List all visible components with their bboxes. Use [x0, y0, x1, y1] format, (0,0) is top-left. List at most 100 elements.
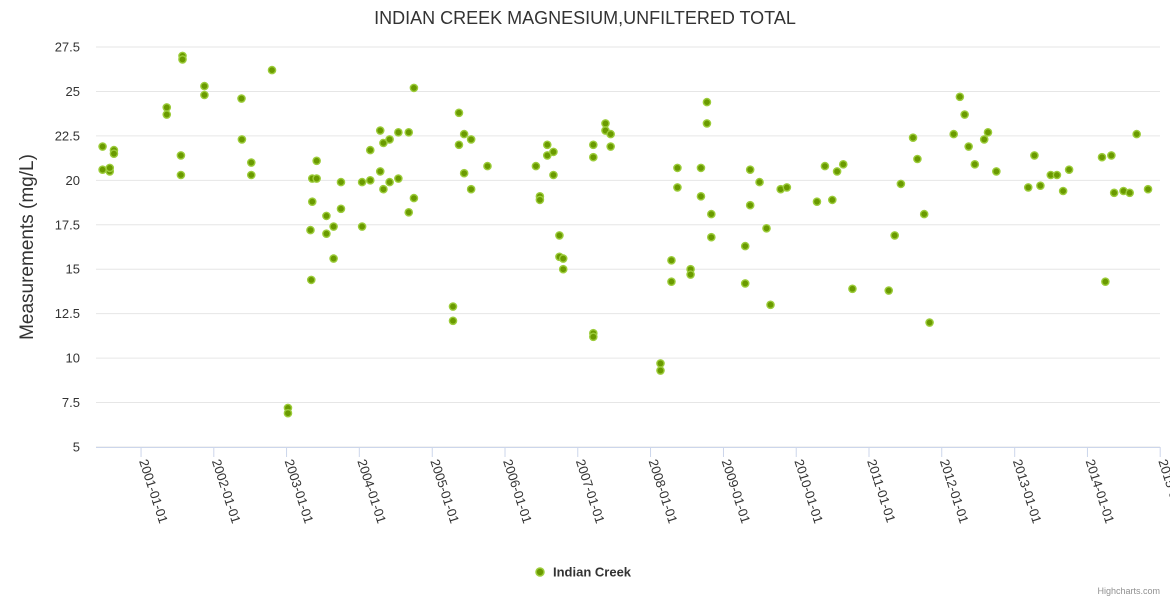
legend[interactable]: Indian Creek [535, 565, 632, 580]
data-point[interactable] [558, 254, 568, 263]
data-point[interactable] [696, 192, 706, 201]
data-point[interactable] [448, 302, 458, 311]
data-point[interactable] [105, 163, 115, 173]
data-point[interactable] [848, 284, 857, 294]
data-point[interactable] [549, 170, 558, 180]
data-point[interactable] [558, 264, 568, 274]
data-point[interactable] [357, 222, 367, 231]
data-point[interactable] [329, 254, 338, 263]
data-point[interactable] [466, 184, 476, 194]
data-point[interactable] [884, 286, 894, 295]
data-point[interactable] [979, 135, 989, 144]
data-point[interactable] [454, 108, 464, 118]
data-point[interactable] [1023, 183, 1033, 192]
data-point[interactable] [812, 197, 822, 206]
data-point[interactable] [702, 119, 712, 128]
data-point[interactable] [394, 128, 403, 137]
data-point[interactable] [1143, 184, 1153, 194]
data-point[interactable] [1052, 170, 1062, 180]
data-point[interactable] [307, 197, 317, 206]
data-point[interactable] [762, 224, 771, 233]
data-point[interactable] [1109, 188, 1119, 198]
data-point[interactable] [745, 200, 755, 210]
data-point[interactable] [237, 94, 246, 103]
data-point[interactable] [913, 154, 922, 164]
data-point[interactable] [531, 161, 541, 171]
data-point[interactable] [312, 174, 321, 183]
credits-link[interactable]: Highcharts.com [1097, 586, 1160, 596]
data-point[interactable] [404, 128, 414, 137]
data-point[interactable] [98, 142, 107, 151]
data-point[interactable] [896, 179, 906, 189]
data-point[interactable] [409, 193, 419, 203]
data-point[interactable] [385, 135, 394, 144]
data-point[interactable] [283, 408, 293, 418]
data-point[interactable] [246, 158, 256, 167]
data-point[interactable] [246, 170, 256, 180]
data-point[interactable] [589, 332, 598, 342]
data-point[interactable] [178, 55, 187, 64]
data-point[interactable] [820, 161, 830, 171]
data-point[interactable] [162, 103, 172, 112]
data-point[interactable] [740, 241, 750, 251]
data-point[interactable] [656, 359, 665, 368]
series-indian-creek[interactable] [98, 51, 1153, 418]
data-point[interactable] [667, 277, 676, 286]
data-point[interactable] [606, 129, 615, 139]
data-point[interactable] [925, 318, 934, 327]
data-point[interactable] [404, 208, 414, 217]
data-point[interactable] [306, 275, 316, 285]
data-point[interactable] [949, 129, 958, 139]
data-point[interactable] [1125, 188, 1135, 198]
data-point[interactable] [312, 156, 321, 166]
data-point[interactable] [832, 167, 842, 176]
data-point[interactable] [890, 231, 899, 240]
data-point[interactable] [782, 183, 792, 192]
data-point[interactable] [267, 65, 277, 75]
data-point[interactable] [707, 232, 716, 242]
data-point[interactable] [960, 110, 969, 119]
data-point[interactable] [466, 135, 476, 144]
data-point[interactable] [448, 316, 458, 326]
data-point[interactable] [549, 147, 558, 157]
data-point[interactable] [667, 256, 676, 265]
data-point[interactable] [459, 168, 469, 178]
data-point[interactable] [409, 83, 419, 93]
legend-marker[interactable] [535, 567, 545, 577]
data-point[interactable] [322, 229, 331, 238]
data-point[interactable] [740, 279, 750, 288]
data-point[interactable] [1030, 151, 1039, 160]
data-point[interactable] [1064, 165, 1074, 174]
data-point[interactable] [992, 167, 1001, 176]
data-point[interactable] [379, 184, 388, 194]
data-point[interactable] [306, 225, 315, 235]
data-point[interactable] [329, 222, 338, 231]
data-point[interactable] [908, 133, 918, 142]
data-point[interactable] [1107, 151, 1116, 160]
data-point[interactable] [375, 167, 385, 176]
data-point[interactable] [162, 110, 172, 119]
data-point[interactable] [656, 366, 665, 375]
data-point[interactable] [964, 142, 973, 151]
data-point[interactable] [535, 195, 545, 205]
data-point[interactable] [365, 145, 375, 155]
data-point[interactable] [1097, 152, 1107, 162]
data-point[interactable] [365, 176, 375, 185]
data-point[interactable] [673, 183, 682, 192]
data-point[interactable] [766, 300, 775, 310]
data-point[interactable] [828, 195, 837, 205]
data-point[interactable] [983, 128, 993, 137]
data-point[interactable] [702, 97, 712, 107]
data-point[interactable] [1058, 186, 1068, 196]
data-point[interactable] [686, 270, 695, 279]
data-point[interactable] [336, 177, 346, 187]
data-point[interactable] [385, 177, 394, 187]
data-point[interactable] [322, 211, 331, 221]
data-point[interactable] [375, 126, 385, 135]
data-point[interactable] [379, 138, 388, 148]
data-point[interactable] [745, 165, 755, 174]
data-point[interactable] [606, 142, 615, 151]
data-point[interactable] [200, 81, 209, 91]
data-point[interactable] [838, 160, 848, 169]
data-point[interactable] [589, 140, 598, 150]
